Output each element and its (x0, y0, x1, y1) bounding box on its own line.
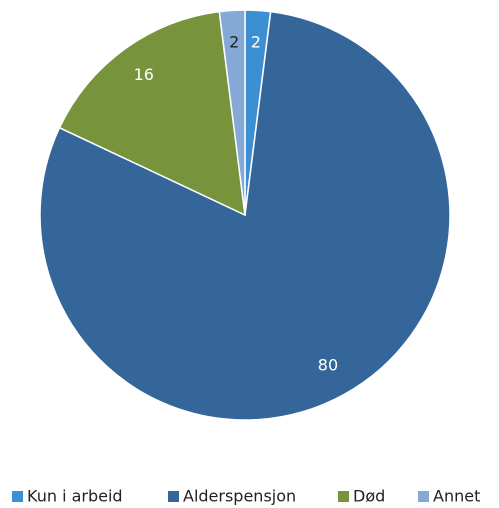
data-label: 80 (318, 355, 338, 374)
legend-swatch (418, 491, 429, 502)
pie-slice (218, 9, 246, 216)
legend-swatch (12, 491, 23, 502)
data-label: 2 (251, 33, 261, 52)
data-label: 2 (229, 33, 239, 52)
legend-label: Alderspensjon (183, 487, 296, 506)
legend-label: Kun i arbeid (27, 487, 123, 506)
pie-slice (58, 10, 246, 217)
legend-swatch (338, 491, 349, 502)
legend-label: Død (353, 487, 385, 506)
data-label: 16 (134, 65, 154, 84)
legend-label: Annet (433, 487, 480, 506)
legend-swatch (168, 491, 179, 502)
